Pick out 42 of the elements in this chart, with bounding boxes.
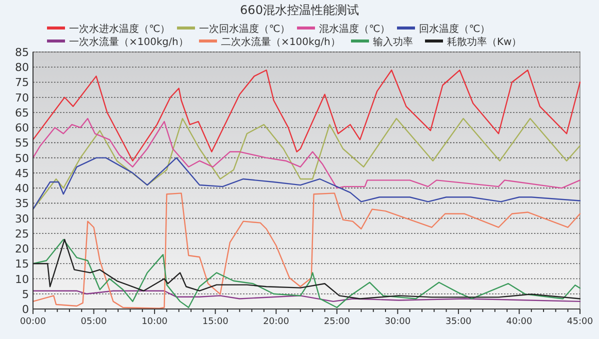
legend-label: 混水温度（℃） (319, 23, 390, 35)
legend-label: 耗散功率（Kw） (447, 36, 522, 48)
y-tick-label: 55 (15, 136, 29, 150)
x-tick-label: 25:00 (324, 317, 350, 327)
y-tick-label: 35 (15, 197, 29, 210)
y-tick-label: 50 (15, 152, 29, 165)
legend-label: 输入功率 (373, 36, 413, 48)
legend-label: 一次水进水温度（℃） (69, 23, 170, 35)
x-tick-label: 00:00 (20, 317, 46, 327)
x-tick-label: 35:00 (445, 317, 472, 327)
legend-label: 一次回水温度（℃） (199, 23, 290, 35)
line-series (32, 70, 581, 162)
y-tick-label: 75 (15, 76, 29, 90)
y-tick-label: 60 (15, 122, 29, 135)
x-tick-label: 20:00 (263, 317, 290, 327)
legend-label: 回水温度（℃） (419, 23, 490, 35)
x-tick-label: 05:00 (80, 317, 108, 327)
y-tick-label: 65 (15, 106, 29, 120)
x-tick-label: 10:00 (142, 317, 168, 327)
y-tick-label: 5 (22, 288, 29, 301)
legend-label: 二次水流量（×100kg/h） (221, 36, 340, 48)
line-series (32, 290, 581, 302)
x-tick-label: 45:00 (567, 317, 594, 327)
y-tick-label: 40 (15, 182, 29, 196)
y-tick-label: 45 (15, 166, 29, 180)
x-tick-label: 40:00 (506, 317, 532, 327)
y-tick-label: 70 (15, 91, 29, 104)
y-tick-label: 30 (15, 212, 29, 226)
y-tick-label: 15 (15, 258, 29, 271)
legend-label: 一次水流量（×100kg/h） (69, 36, 188, 48)
y-tick-label: 10 (15, 272, 29, 286)
line-series (32, 118, 581, 189)
y-tick-label: 20 (15, 242, 29, 256)
chart-title: 660混水控温性能测试 (240, 3, 359, 17)
line-series (32, 118, 581, 210)
y-tick-label: 80 (15, 61, 29, 74)
y-tick-label: 0 (22, 303, 29, 316)
y-tick-label: 85 (15, 46, 29, 59)
y-tick-label: 25 (15, 227, 29, 240)
line-series (32, 157, 581, 210)
x-tick-label: 15:00 (202, 317, 229, 327)
x-tick-label: 30:00 (384, 317, 411, 327)
